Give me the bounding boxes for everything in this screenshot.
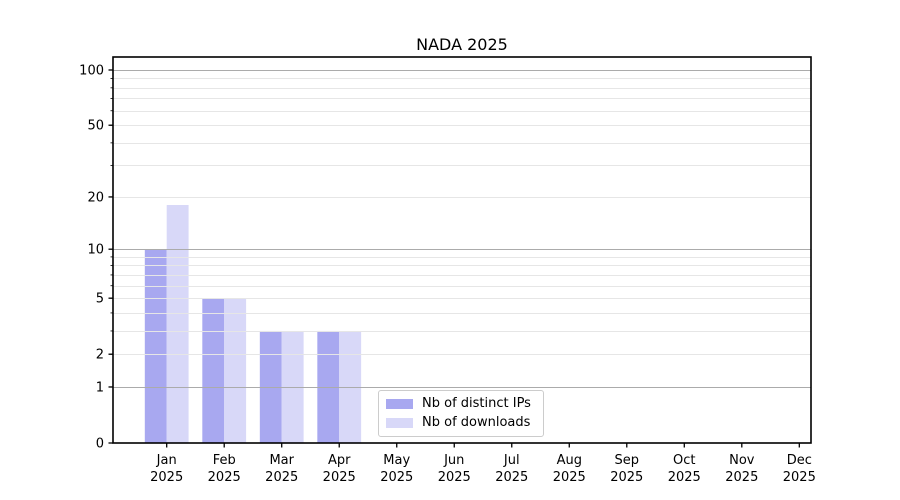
y-tick-label: 100 (79, 63, 104, 78)
legend-label-downloads: Nb of downloads (422, 414, 531, 430)
bar-downloads-feb (224, 298, 247, 443)
chart-title: NADA 2025 (416, 35, 508, 54)
x-tick-label-month: Dec (787, 453, 812, 468)
x-tick-label-year: 2025 (150, 470, 183, 485)
bar-distinct-ips-feb (202, 298, 225, 443)
x-tick-label-month: Feb (213, 453, 236, 468)
x-tick-label-year: 2025 (208, 470, 241, 485)
x-tick-label-year: 2025 (553, 470, 586, 485)
legend-row-downloads: Nb of downloads (386, 414, 535, 430)
y-tick-label: 20 (87, 190, 104, 205)
x-tick-label-year: 2025 (783, 470, 816, 485)
x-tick-label-year: 2025 (725, 470, 758, 485)
x-tick-label-year: 2025 (380, 470, 413, 485)
x-tick-label-month: Oct (673, 453, 695, 468)
y-tick-label: 2 (96, 348, 104, 363)
axes-spines (112, 56, 812, 444)
bar-distinct-ips-jan (144, 249, 167, 443)
y-tick-label: 10 (87, 243, 104, 258)
legend-label-distinct-ips: Nb of distinct IPs (422, 396, 531, 411)
x-tick-label-year: 2025 (495, 470, 528, 485)
x-tick-label-month: Jun (443, 453, 464, 468)
y-tick-label: 5 (96, 292, 104, 307)
legend: Nb of distinct IPs Nb of downloads (378, 390, 544, 437)
y-tick-label: 1 (96, 380, 104, 395)
y-tick-label: 0 (96, 437, 104, 452)
x-tick-label-month: May (383, 453, 410, 468)
x-tick-label-month: Jan (156, 453, 177, 468)
x-tick-label-year: 2025 (610, 470, 643, 485)
y-tick-label: 50 (87, 119, 104, 134)
x-tick-label-month: Aug (557, 453, 582, 468)
x-tick-label-year: 2025 (265, 470, 298, 485)
x-tick-label-year: 2025 (438, 470, 471, 485)
legend-swatch-distinct-ips (386, 399, 413, 410)
x-tick-label-month: Nov (729, 453, 755, 468)
legend-swatch-downloads (386, 417, 413, 428)
x-tick-label-year: 2025 (668, 470, 701, 485)
x-tick-label-month: Sep (615, 453, 640, 468)
bar-downloads-jan (166, 205, 189, 443)
x-tick-label-month: Apr (328, 453, 351, 468)
legend-row-distinct-ips: Nb of distinct IPs (386, 396, 535, 411)
x-tick-label-month: Jul (503, 453, 520, 468)
x-tick-label-year: 2025 (323, 470, 356, 485)
x-tick-label-month: Mar (269, 453, 294, 468)
